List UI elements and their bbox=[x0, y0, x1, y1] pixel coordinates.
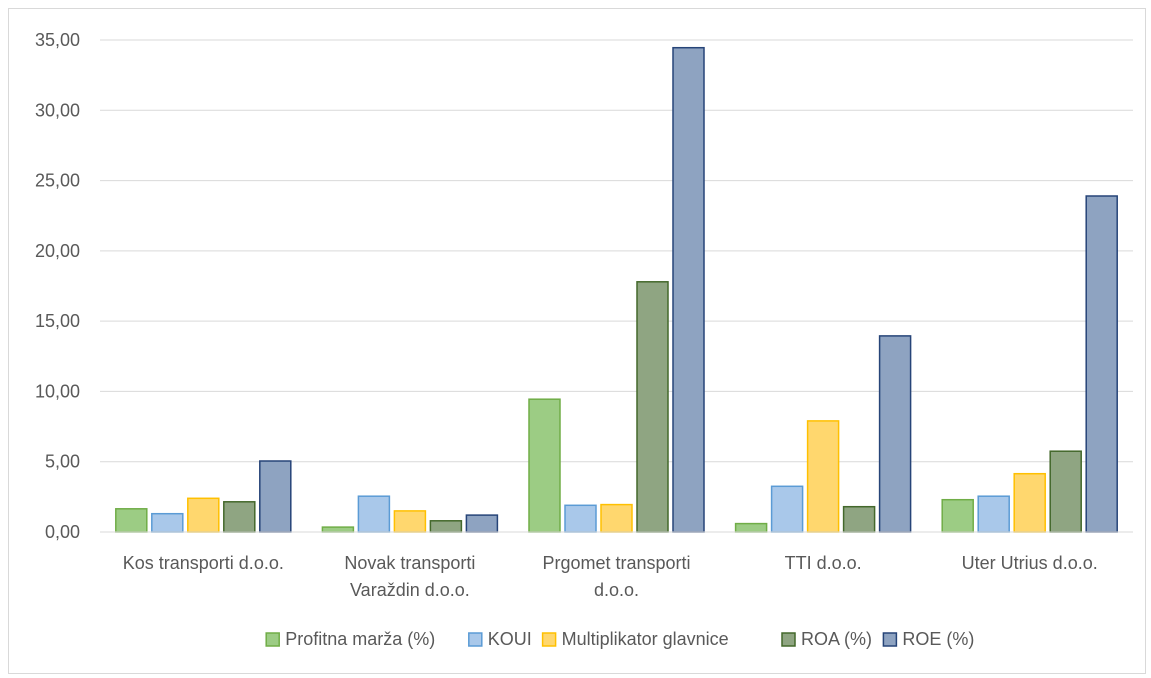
gridlines bbox=[100, 39, 1133, 463]
bar bbox=[878, 335, 912, 533]
bar bbox=[223, 501, 256, 533]
legend-item: KOUI bbox=[468, 629, 532, 649]
bar bbox=[1085, 195, 1118, 533]
legend-swatch bbox=[468, 632, 483, 647]
bar bbox=[393, 510, 427, 533]
bar bbox=[941, 498, 974, 533]
legend-item: Multiplikator glavnice bbox=[541, 629, 729, 649]
legend: Profitna marža (%) KOUI Multiplikator glav… bbox=[265, 629, 974, 649]
y-axis-tick-labels: 0,00 5,00 10,00 15,00 20,00 25,00 30,00 35,00 bbox=[35, 30, 80, 542]
bar bbox=[636, 281, 669, 533]
x-category-label: Prgomet transporti bbox=[542, 553, 690, 573]
bar bbox=[770, 485, 804, 533]
y-tick-label: 25,00 bbox=[35, 171, 80, 191]
bar bbox=[321, 526, 355, 533]
legend-item: Profitna marža (%) bbox=[265, 629, 435, 649]
chart-frame bbox=[8, 8, 1146, 674]
legend-swatch bbox=[541, 632, 557, 647]
bar bbox=[115, 508, 148, 533]
bar bbox=[672, 46, 705, 533]
bar bbox=[151, 512, 184, 533]
bar bbox=[259, 460, 292, 533]
y-tick-label: 20,00 bbox=[35, 241, 80, 261]
bar bbox=[734, 522, 768, 533]
y-tick-label: 0,00 bbox=[45, 522, 80, 542]
x-category-label: Novak transporti bbox=[344, 553, 475, 573]
x-category-label: Uter Utrius d.o.o. bbox=[962, 553, 1098, 573]
y-tick-label: 30,00 bbox=[35, 100, 80, 120]
bar bbox=[977, 495, 1010, 533]
legend-swatch bbox=[882, 632, 898, 647]
legend-label: Multiplikator glavnice bbox=[562, 629, 729, 649]
legend-label: KOUI bbox=[488, 629, 532, 649]
legend-label: ROE (%) bbox=[902, 629, 974, 649]
y-tick-label: 35,00 bbox=[35, 30, 80, 50]
y-tick-label: 10,00 bbox=[35, 381, 80, 401]
legend-item: ROE (%) bbox=[882, 629, 974, 649]
x-category-label: Varaždin d.o.o. bbox=[350, 580, 470, 600]
legend-item: ROA (%) bbox=[781, 629, 872, 649]
y-tick-label: 5,00 bbox=[45, 452, 80, 472]
bar bbox=[1049, 450, 1082, 533]
bar bbox=[564, 504, 597, 533]
bar bbox=[429, 520, 463, 533]
x-category-label: TTI d.o.o. bbox=[785, 553, 862, 573]
bar bbox=[528, 398, 561, 533]
legend-swatch bbox=[781, 632, 796, 647]
bar bbox=[465, 514, 499, 533]
legend-label: ROA (%) bbox=[801, 629, 872, 649]
bars bbox=[115, 46, 1118, 533]
bar bbox=[357, 495, 391, 533]
bar bbox=[806, 420, 840, 533]
legend-swatch bbox=[265, 632, 280, 647]
legend-label: Profitna marža (%) bbox=[285, 629, 435, 649]
x-category-label: Kos transporti d.o.o. bbox=[123, 553, 284, 573]
x-category-label: d.o.o. bbox=[594, 580, 639, 600]
y-tick-label: 15,00 bbox=[35, 311, 80, 331]
bar bbox=[187, 497, 220, 533]
bar bbox=[842, 505, 876, 533]
x-axis-category-labels: Kos transporti d.o.o. Novak transporti Var… bbox=[123, 553, 1098, 600]
bar bbox=[1013, 472, 1046, 533]
bar bbox=[600, 503, 633, 533]
